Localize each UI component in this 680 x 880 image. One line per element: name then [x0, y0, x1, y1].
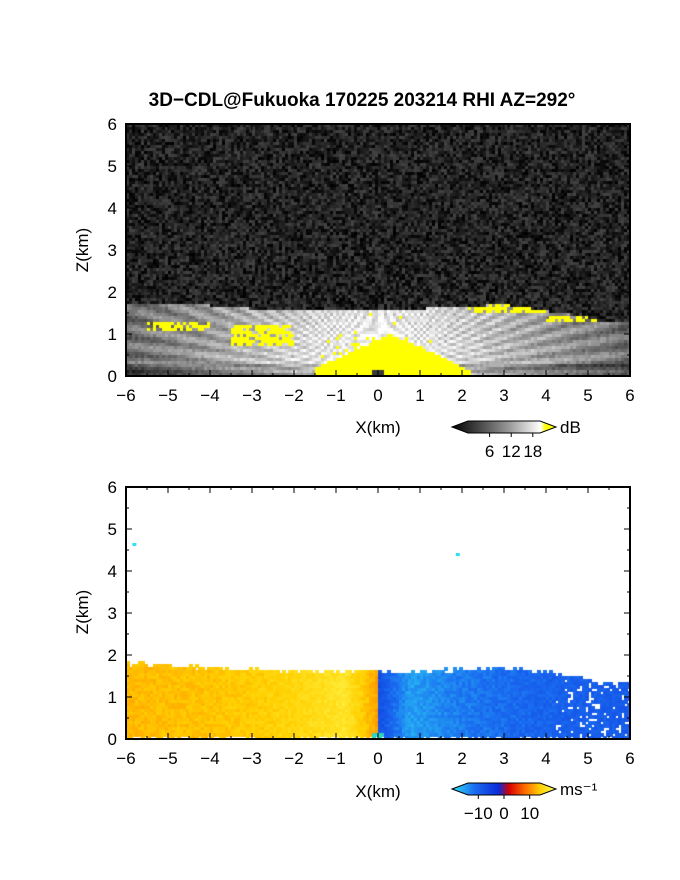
- velocity-colorbar-tick-label: −10: [464, 804, 493, 823]
- velocity-x-tick-label: −2: [284, 749, 303, 768]
- snr-y-tick-label: 5: [108, 157, 117, 176]
- snr-x-tick-label: 2: [457, 386, 466, 405]
- velocity-colorbar: −10 0 10 ms⁻¹: [450, 780, 598, 823]
- velocity-x-tick-label: −3: [242, 749, 261, 768]
- snr-x-tick-label: −4: [200, 386, 219, 405]
- figure-title: 3D−CDL@Fukuoka 170225 203214 RHI AZ=292°: [149, 90, 576, 111]
- velocity-outlier-1: [455, 553, 460, 557]
- velocity-x-tick-label: 3: [499, 749, 508, 768]
- velocity-x-tick-label: 1: [415, 749, 424, 768]
- snr-y-tick-label: 1: [108, 325, 117, 344]
- snr-x-tick-label: 4: [541, 386, 550, 405]
- snr-x-axis-label: X(km): [355, 418, 400, 437]
- snr-x-tick-label: −3: [242, 386, 261, 405]
- velocity-y-tick-label: 1: [108, 688, 117, 707]
- velocity-colorbar-tick-label: 0: [499, 804, 508, 823]
- velocity-x-tick-label: 4: [541, 749, 550, 768]
- snr-x-tick-label: 5: [583, 386, 592, 405]
- velocity-colorbar-tick-label: 10: [520, 804, 539, 823]
- velocity-field: [126, 487, 630, 739]
- velocity-y-tick-label: 0: [108, 730, 117, 749]
- snr-x-tick-label: −1: [326, 386, 345, 405]
- snr-ticks: −6 −5 −4 −3 −2 −1 0 1 2 3 4 5 6 0 1 2 3 4 5 6: [108, 115, 635, 405]
- snr-x-tick-label: −2: [284, 386, 303, 405]
- snr-field: [126, 124, 630, 376]
- velocity-x-axis-label: X(km): [355, 782, 400, 801]
- velocity-colorbar-unit: ms⁻¹: [560, 780, 598, 799]
- velocity-y-tick-label: 3: [108, 604, 117, 623]
- velocity-image: [126, 487, 630, 739]
- snr-x-tick-label: −6: [116, 386, 135, 405]
- snr-x-tick-label: 3: [499, 386, 508, 405]
- velocity-y-axis-label: Z(km): [73, 590, 92, 634]
- snr-colorbar-tick-label: 6: [485, 442, 494, 461]
- velocity-ticks: −6 −5 −4 −3 −2 −1 0 1 2 3 4 5 6 0 1 2 3 4 5 6: [108, 478, 635, 768]
- snr-y-tick-label: 2: [108, 283, 117, 302]
- snr-colorbar-tick-label: 18: [523, 442, 542, 461]
- velocity-y-tick-label: 4: [108, 562, 117, 581]
- snr-x-tick-label: −5: [158, 386, 177, 405]
- snr-x-tick-label: 1: [415, 386, 424, 405]
- velocity-x-tick-label: 5: [583, 749, 592, 768]
- snr-image: [126, 124, 630, 376]
- velocity-y-tick-label: 5: [108, 520, 117, 539]
- snr-y-tick-label: 0: [108, 367, 117, 386]
- velocity-x-tick-label: −1: [326, 749, 345, 768]
- velocity-y-tick-label: 6: [108, 478, 117, 497]
- velocity-x-tick-label: −5: [158, 749, 177, 768]
- snr-colorbar: 6 12 18 dB: [450, 418, 581, 461]
- velocity-x-tick-label: 2: [457, 749, 466, 768]
- snr-x-tick-label: 6: [625, 386, 634, 405]
- velocity-y-tick-label: 2: [108, 646, 117, 665]
- velocity-x-tick-label: −6: [116, 749, 135, 768]
- velocity-outlier-0: [132, 542, 137, 546]
- snr-colorbar-unit: dB: [560, 418, 581, 437]
- snr-y-axis-label: Z(km): [73, 228, 92, 272]
- snr-x-tick-label: 0: [373, 386, 382, 405]
- snr-y-tick-label: 4: [108, 199, 117, 218]
- snr-y-tick-label: 3: [108, 241, 117, 260]
- velocity-x-tick-label: 0: [373, 749, 382, 768]
- snr-colorbar-tick-label: 12: [502, 442, 521, 461]
- snr-y-tick-label: 6: [108, 115, 117, 134]
- velocity-x-tick-label: −4: [200, 749, 219, 768]
- velocity-x-tick-label: 6: [625, 749, 634, 768]
